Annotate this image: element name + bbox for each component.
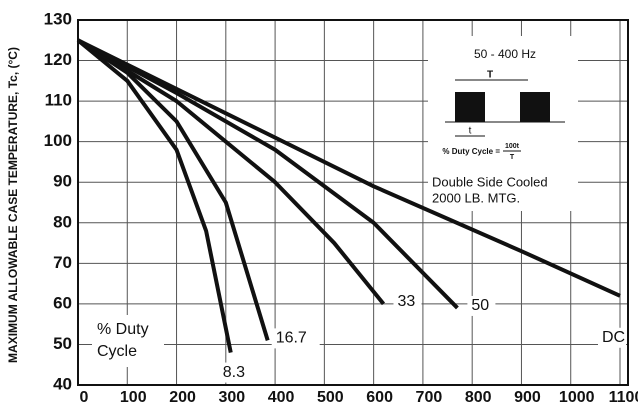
pulse — [455, 92, 485, 122]
y-tick-label: 70 — [53, 253, 72, 272]
inset-pulse: t — [469, 126, 472, 137]
inset-frequency: 50 - 400 Hz — [474, 47, 536, 61]
y-tick-label: 60 — [53, 293, 72, 312]
plot-frame — [77, 19, 629, 386]
legend-box — [92, 315, 164, 367]
series-label: 8.3 — [223, 364, 245, 381]
label-background — [467, 295, 496, 316]
series-label: 33 — [397, 293, 415, 310]
label-background — [271, 328, 320, 349]
x-tick-label: 0 — [80, 389, 89, 406]
x-tick-label: 900 — [514, 389, 541, 406]
y-tick-label: 120 — [44, 50, 72, 69]
pulse — [520, 92, 550, 122]
inset-denominator: T — [510, 154, 515, 161]
x-tick-label: 500 — [317, 389, 344, 406]
curve — [77, 38, 621, 298]
y-tick-label: 110 — [45, 91, 72, 110]
x-tick-label: 400 — [268, 389, 295, 406]
label-background — [218, 362, 257, 383]
x-tick-label: 700 — [416, 389, 443, 406]
inset-formula: % Duty Cycle = — [442, 147, 500, 156]
curve — [76, 38, 233, 353]
y-axis-label: MAXIMUM ALLOWABLE CASE TEMPERATURE, Tc, … — [6, 47, 20, 363]
y-tick-label: 90 — [53, 172, 72, 191]
series-label: 50 — [471, 297, 489, 314]
y-tick-label: 130 — [44, 9, 72, 28]
inset-period: T — [487, 70, 493, 81]
x-tick-label: 800 — [465, 389, 492, 406]
y-tick-label: 50 — [53, 334, 72, 353]
y-tick-label: 100 — [44, 131, 72, 150]
curve — [77, 38, 459, 310]
x-tick-label: 100 — [120, 389, 147, 406]
curve — [76, 38, 386, 306]
legend-title: Cycle — [97, 343, 137, 360]
series-label: DC — [602, 329, 625, 346]
y-tick-label: 40 — [53, 374, 72, 393]
x-tick-label: 1000 — [559, 389, 595, 406]
label-background — [393, 291, 422, 312]
legend-title: % Duty — [97, 321, 149, 338]
series-label: 16.7 — [276, 330, 307, 347]
inset-note: 2000 LB. MTG. — [432, 190, 520, 205]
x-tick-label: 300 — [218, 389, 245, 406]
inset-numerator: 100t — [505, 143, 520, 150]
inset-background — [428, 36, 578, 211]
label-background — [598, 327, 626, 348]
x-tick-label: 600 — [366, 389, 393, 406]
x-tick-label: 1100 — [609, 389, 638, 406]
y-tick-label: 80 — [53, 212, 72, 231]
x-tick-label: 200 — [169, 389, 196, 406]
inset-note: Double Side Cooled — [432, 174, 548, 189]
